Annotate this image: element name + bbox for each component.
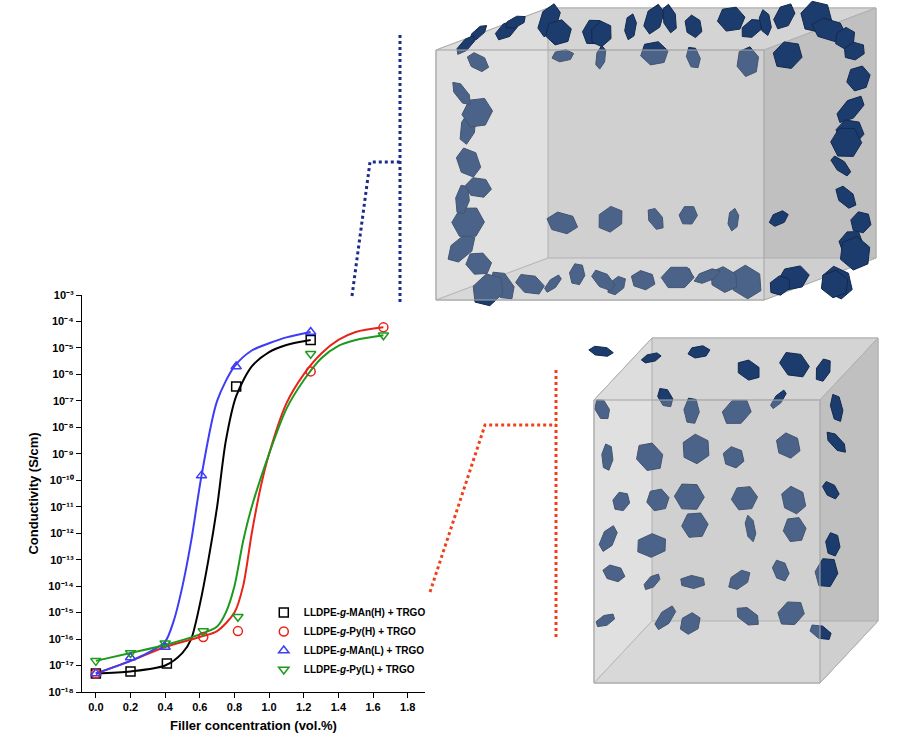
svg-text:LLDPE-g-MAn(H) + TRGO: LLDPE-g-MAn(H) + TRGO xyxy=(304,607,426,618)
svg-text:1.0: 1.0 xyxy=(261,701,276,713)
svg-text:10⁻¹³: 10⁻¹³ xyxy=(50,554,74,566)
svg-text:0.0: 0.0 xyxy=(88,701,103,713)
svg-text:LLDPE-g-Py(H) + TRGO: LLDPE-g-Py(H) + TRGO xyxy=(304,626,416,637)
svg-text:10⁻⁶: 10⁻⁶ xyxy=(52,368,73,380)
svg-text:10⁻¹⁷: 10⁻¹⁷ xyxy=(49,659,74,671)
svg-text:10⁻⁹: 10⁻⁹ xyxy=(52,448,73,460)
svg-text:10⁻¹⁵: 10⁻¹⁵ xyxy=(49,606,74,618)
svg-text:LLDPE-g-MAn(L) + TRGO: LLDPE-g-MAn(L) + TRGO xyxy=(304,645,424,656)
svg-text:10⁻¹⁸: 10⁻¹⁸ xyxy=(49,686,74,698)
svg-text:10⁻¹¹: 10⁻¹¹ xyxy=(50,501,74,513)
svg-text:1.6: 1.6 xyxy=(365,701,380,713)
svg-text:Filler concentration (vol.%): Filler concentration (vol.%) xyxy=(170,718,337,733)
svg-text:10⁻⁴: 10⁻⁴ xyxy=(52,315,74,327)
svg-text:10⁻¹⁰: 10⁻¹⁰ xyxy=(50,474,74,486)
svg-text:LLDPE-g-Py(L) + TRGO: LLDPE-g-Py(L) + TRGO xyxy=(304,664,415,675)
svg-text:1.8: 1.8 xyxy=(400,701,415,713)
svg-text:10⁻⁸: 10⁻⁸ xyxy=(52,421,73,433)
svg-text:1.2: 1.2 xyxy=(296,701,311,713)
svg-text:0.6: 0.6 xyxy=(192,701,207,713)
svg-text:10⁻¹⁶: 10⁻¹⁶ xyxy=(49,633,74,645)
svg-text:10⁻³: 10⁻³ xyxy=(54,289,74,301)
svg-text:10⁻¹⁴: 10⁻¹⁴ xyxy=(48,580,73,592)
svg-text:1.4: 1.4 xyxy=(331,701,347,713)
svg-text:10⁻⁷: 10⁻⁷ xyxy=(53,395,74,407)
svg-text:0.8: 0.8 xyxy=(227,701,242,713)
svg-text:10⁻¹²: 10⁻¹² xyxy=(50,527,74,539)
svg-text:0.2: 0.2 xyxy=(123,701,138,713)
svg-text:10⁻⁵: 10⁻⁵ xyxy=(52,342,73,354)
svg-text:Conductivity (S/cm): Conductivity (S/cm) xyxy=(26,432,41,554)
svg-text:0.4: 0.4 xyxy=(158,701,174,713)
